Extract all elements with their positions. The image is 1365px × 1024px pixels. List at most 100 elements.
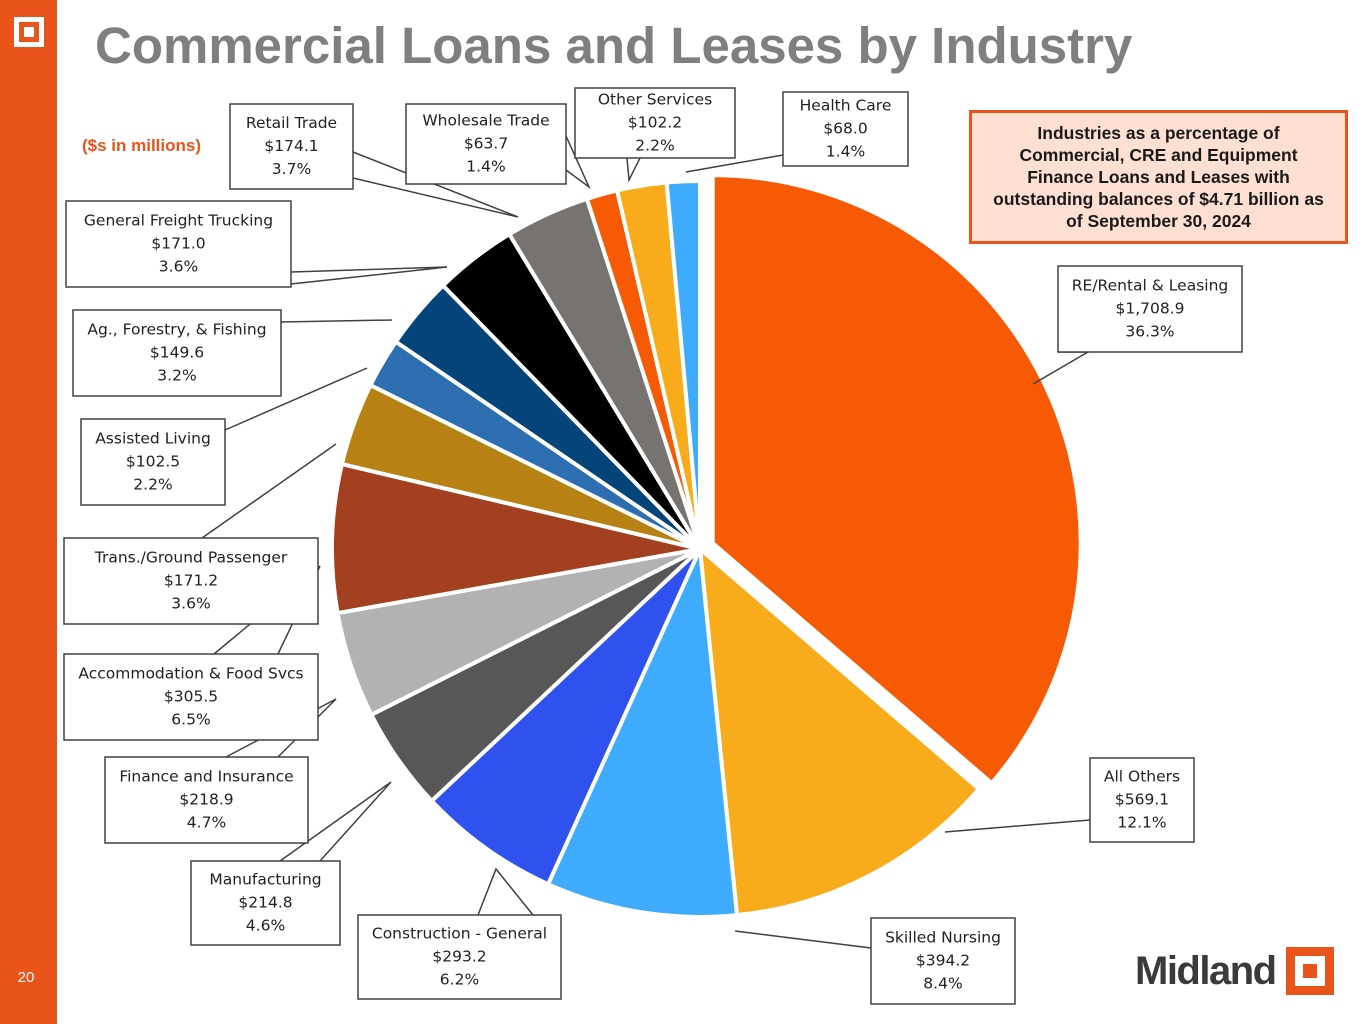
slice-label: Retail Trade $174.1 3.7% (229, 103, 519, 218)
label-box (63, 653, 319, 741)
label-box (65, 200, 292, 288)
slice-name-label: Assisted Living (95, 430, 211, 448)
slice-value-label: $569.1 (1115, 791, 1169, 809)
slice-percent-label: 1.4% (466, 158, 505, 176)
label-box (1057, 265, 1243, 353)
slice-name-label: General Freight Trucking (84, 212, 273, 230)
label-box (104, 756, 309, 844)
callout-box: Industries as a percentage of Commercial… (969, 110, 1348, 244)
pie-slice (710, 173, 1083, 786)
slice-label: Manufacturing $214.8 4.6% (190, 781, 392, 946)
slice-percent-label: 3.2% (157, 367, 196, 385)
slice-value-label: $68.0 (823, 120, 867, 138)
slice-percent-label: 2.2% (635, 137, 674, 155)
slice-name-label: Other Services (598, 91, 712, 109)
label-box (229, 103, 354, 190)
slice-name-label: Trans./Ground Passenger (94, 549, 288, 567)
pie-slice (429, 547, 702, 887)
slice-percent-label: 4.7% (187, 814, 226, 832)
leader-line (685, 154, 784, 173)
slice-name-label: Skilled Nursing (885, 929, 1001, 947)
slice-percent-label: 8.4% (923, 975, 962, 993)
slice-value-label: $171.0 (151, 235, 205, 253)
slice-value-label: $1,708.9 (1115, 300, 1184, 318)
slice-label: Assisted Living $102.5 2.2% (80, 367, 368, 506)
slice-value-label: $171.2 (164, 572, 218, 590)
slice-label: Wholesale Trade $63.7 1.4% (405, 103, 591, 190)
slice-value-label: $63.7 (464, 135, 508, 153)
slice-percent-label: 2.2% (133, 476, 172, 494)
slice-label: Skilled Nursing $394.2 8.4% (734, 917, 1016, 1005)
leader-line (944, 819, 1091, 833)
label-box (357, 914, 562, 1000)
label-box (63, 537, 319, 625)
leader-line (201, 443, 337, 539)
label-box (72, 309, 282, 397)
slice-name-label: Finance and Insurance (119, 768, 293, 786)
slice-value-label: $214.8 (238, 894, 292, 912)
slice-label: Ag., Forestry, & Fishing $149.6 3.2% (72, 309, 393, 397)
midland-square-logo-icon (14, 17, 44, 47)
pie-slice (698, 547, 981, 918)
slice-percent-label: 36.3% (1125, 323, 1174, 341)
leader-line (565, 135, 591, 190)
slice-percent-label: 4.6% (246, 917, 285, 935)
slice-percent-label: 1.4% (826, 143, 865, 161)
slice-value-label: $218.9 (179, 791, 233, 809)
slice-percent-label: 3.7% (272, 160, 311, 178)
slice-label: Health Care $68.0 1.4% (685, 91, 909, 173)
label-box (574, 87, 736, 159)
slice-name-label: Accommodation & Food Svcs (78, 665, 303, 683)
slice-name-label: RE/Rental & Leasing (1072, 277, 1228, 295)
leader-line (279, 781, 392, 862)
slice-value-label: $174.1 (264, 137, 318, 155)
leader-line (290, 266, 448, 285)
slice-name-label: Construction - General (372, 925, 547, 943)
slice-label: All Others $569.1 12.1% (944, 757, 1195, 843)
slice-name-label: Health Care (800, 97, 892, 115)
slice-label: Trans./Ground Passenger $171.2 3.6% (63, 443, 337, 625)
slice-name-label: All Others (1104, 768, 1180, 786)
label-box (405, 103, 567, 185)
slice-label: Finance and Insurance $218.9 4.7% (104, 698, 337, 844)
slice-label: Other Services $102.2 2.2% (574, 87, 736, 183)
sidebar-band: 20 (0, 0, 57, 1024)
label-box (870, 917, 1016, 1005)
slice-value-label: $102.5 (126, 453, 180, 471)
pie-slice (330, 462, 702, 616)
pie-slice (546, 547, 740, 919)
label-box (190, 860, 341, 946)
label-box (1089, 757, 1195, 843)
slice-percent-label: 6.2% (440, 971, 479, 989)
slice-percent-label: 3.6% (171, 595, 210, 613)
slice-value-label: $305.5 (164, 688, 218, 706)
leader-line (280, 319, 393, 323)
slice-name-label: Retail Trade (246, 114, 337, 132)
slice-value-label: $394.2 (916, 952, 970, 970)
units-note: ($s in millions) (82, 136, 202, 155)
slice-value-label: $293.2 (432, 948, 486, 966)
slice-name-label: Wholesale Trade (422, 112, 549, 130)
brand-name: Midland (1135, 948, 1277, 993)
slice-percent-label: 3.6% (159, 258, 198, 276)
label-box (80, 418, 226, 506)
slice-label: Construction - General $293.2 6.2% (357, 867, 562, 1000)
slice-percent-label: 6.5% (171, 711, 210, 729)
pie-slice (664, 179, 702, 551)
slice-name-label: Ag., Forestry, & Fishing (87, 321, 266, 339)
page-number: 20 (17, 969, 35, 986)
leader-line (477, 867, 534, 916)
leader-line (626, 157, 641, 183)
slice-label: RE/Rental & Leasing $1,708.9 36.3% (1032, 265, 1243, 385)
slice-label: Accommodation & Food Svcs $305.5 6.5% (63, 565, 321, 741)
label-box (782, 91, 909, 167)
brand-logo: Midland (1135, 946, 1334, 996)
leader-line (1032, 351, 1091, 385)
slice-label: General Freight Trucking $171.0 3.6% (65, 200, 448, 288)
slice-name-label: Manufacturing (209, 871, 321, 889)
slice-percent-label: 12.1% (1117, 814, 1166, 832)
brand-square-icon (1285, 947, 1334, 995)
leader-line (734, 930, 872, 949)
leader-line (224, 367, 368, 431)
